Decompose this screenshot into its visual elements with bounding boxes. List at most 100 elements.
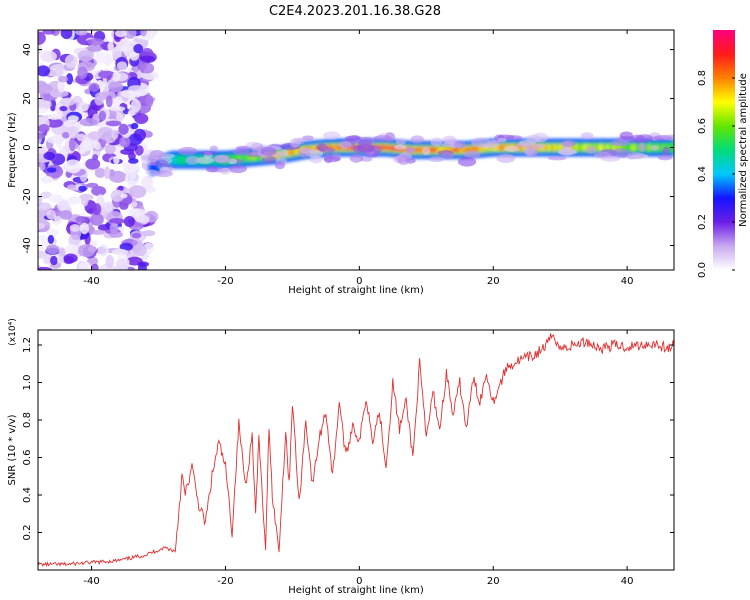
noise-speckle [46,228,59,238]
noise-speckle [128,85,144,92]
colorbar-tick-label: 0.8 [697,70,708,86]
ridge-halo [429,156,445,163]
noise-speckle [91,186,107,196]
noise-speckle [104,201,114,213]
noise-speckle [79,222,90,235]
spectrogram-xtick-label: 20 [487,276,500,287]
snr-xtick-label: 0 [356,576,362,587]
noise-speckle [104,143,116,155]
noise-speckle [64,244,79,254]
ridge-halo [580,132,594,140]
ridge-halo [662,146,671,156]
ridge-halo [463,150,481,159]
noise-speckle [87,131,102,141]
noise-speckle [92,154,99,161]
noise-speckle [81,194,89,207]
noise-speckle [67,115,79,123]
ridge-halo [154,170,173,178]
ridge-halo [302,135,314,141]
noise-speckle [49,98,57,112]
spectrogram-xtick-label: -20 [217,276,233,287]
spectrogram-ytick-label: -40 [22,237,33,253]
noise-speckle [75,216,86,223]
noise-speckle [141,48,154,59]
snr-panel: -40 -20 0 20 40 0.2 0.4 0.6 0.8 1.0 1.2 Height of … [7,318,675,596]
colorbar-ticks: 0.0 0.2 0.4 0.6 0.8 [697,70,735,278]
ridge-halo [209,145,219,152]
noise-speckle [45,118,64,128]
noise-speckle [40,175,54,184]
noise-speckle [38,132,45,140]
ridge-halo [319,147,336,153]
ridge-halo [360,157,373,162]
noise-speckle [115,258,129,270]
spectrogram-heatmap [38,30,674,270]
noise-speckle [92,203,102,216]
noise-speckle [90,213,104,226]
ridge-halo [323,131,341,140]
noise-speckle [108,217,125,225]
noise-speckle [59,105,68,112]
noise-speckle [134,113,149,125]
ridge-halo [373,135,392,142]
ridge-halo [185,155,200,165]
noise-speckle [87,38,105,46]
noise-speckle [45,244,60,255]
ridge-halo [338,141,352,150]
ridge-halo [349,153,364,163]
noise-speckle [75,30,88,36]
noise-speckle [60,30,73,40]
noise-speckle [112,46,122,61]
noise-speckle [38,65,51,77]
snr-frame [37,329,675,571]
ridge-halo [496,153,516,163]
noise-speckle [79,118,98,127]
spectrogram-xlabel: Height of straight line (km) [288,285,424,296]
noise-speckle [118,123,129,135]
noise-speckle [111,248,129,256]
ridge-halo [547,156,567,161]
noise-speckle [128,152,136,160]
spectrogram-frame [37,29,675,271]
noise-speckle [46,167,57,173]
noise-speckle [139,55,156,62]
noise-speckle [76,133,87,142]
ridge-halo [323,156,341,163]
noise-speckle [57,75,69,83]
snr-ytick-label: 0.4 [22,487,33,503]
noise-speckle [57,79,65,93]
snr-ytick-label: 0.6 [22,450,33,466]
noise-speckle [104,166,111,180]
noise-speckle [86,45,103,52]
noise-speckle [65,73,74,85]
noise-speckle [128,185,147,199]
noise-speckle [38,98,52,110]
ridge-halo [309,155,323,164]
noise-speckle [78,185,87,192]
noise-speckle [85,158,101,170]
snr-xlabel: Height of straight line (km) [288,585,424,596]
ridge-halo [531,143,546,150]
colorbar-tick-label: 0.2 [697,214,708,230]
noise-speckle [68,125,79,139]
ridge-halo [619,131,634,140]
noise-speckle [48,194,64,203]
ridge-halo [279,149,289,157]
noise-speckle [113,155,120,165]
noise-speckle [125,49,135,55]
noise-speckle [68,137,76,152]
noise-speckle [108,81,124,93]
figure-title: C2E4.2023.201.16.38.G28 [269,4,441,19]
noise-speckle [111,129,119,140]
noise-speckle [112,71,121,82]
ridge-halo [178,146,198,156]
ridge-halo [497,137,507,143]
noise-speckle [140,62,155,74]
noise-speckle [136,215,150,225]
ridge-halo [161,153,176,159]
noise-speckle [69,224,81,232]
spectrogram-ytick-label: 40 [22,43,33,56]
noise-speckle [97,244,109,257]
noise-speckle [105,254,114,269]
noise-speckle [47,234,55,244]
